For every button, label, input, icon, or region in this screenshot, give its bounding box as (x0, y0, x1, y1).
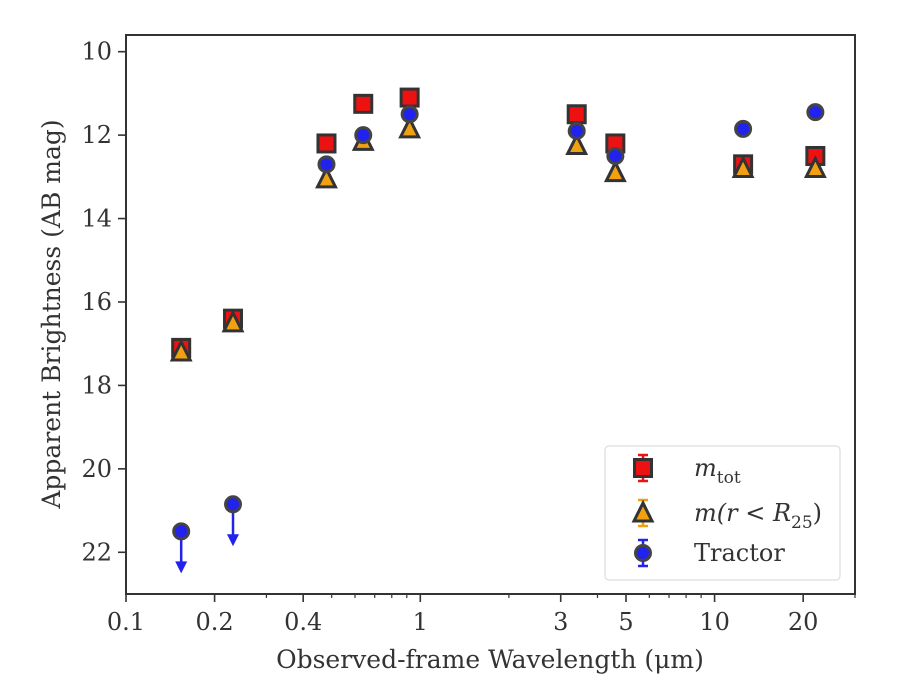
legend: mtot m(r < R25) Tractor (604, 445, 841, 581)
legend-marker-square (633, 458, 653, 478)
marker-triangle (315, 165, 338, 189)
x-tick-label: 3 (553, 608, 568, 636)
legend-label: m(r < R25) (694, 499, 822, 533)
x-tick-label: 0.2 (196, 608, 234, 636)
y-tick-label: 14 (81, 205, 112, 233)
legend-marker-triangle (631, 499, 655, 523)
marker-circle (606, 146, 625, 165)
axis-ticks: 0.1 0.2 0.4 1 3 5 10 20 10 12 14 16 18 20 22 (81, 38, 856, 636)
marker-circle (317, 155, 336, 174)
marker-square (566, 104, 587, 125)
marker-square (316, 133, 337, 154)
marker-triangle (221, 309, 245, 333)
marker-triangle (731, 155, 755, 178)
marker-circle (172, 522, 191, 541)
marker-triangle (398, 115, 422, 139)
marker-circle (806, 103, 825, 122)
marker-circle (354, 126, 373, 145)
marker-circle (224, 495, 243, 514)
legend-box (604, 445, 841, 581)
y-tick-label: 18 (81, 371, 112, 399)
data-markers (169, 87, 827, 574)
marker-circle (400, 105, 419, 124)
y-tick-label: 12 (81, 121, 112, 149)
y-tick-label: 20 (81, 455, 112, 483)
marker-triangle (565, 132, 589, 156)
marker-circle (734, 119, 753, 138)
x-tick-label: 5 (618, 608, 633, 636)
y-tick-label: 10 (81, 38, 112, 66)
x-tick-label: 20 (788, 608, 819, 636)
marker-triangle (169, 338, 193, 362)
upper-limit-head (227, 534, 240, 547)
marker-triangle (803, 155, 827, 178)
upper-limit-head (175, 561, 188, 574)
y-axis-title: Apparent Brightness (AB mag) (37, 119, 66, 509)
legend-label: mtot (694, 454, 741, 488)
marker-circle (567, 121, 586, 140)
marker-square (399, 87, 420, 108)
plot-frame (125, 34, 856, 595)
marker-square (353, 93, 374, 114)
y-tick-label: 16 (81, 288, 112, 316)
marker-triangle (603, 159, 627, 183)
x-tick-label: 1 (413, 608, 428, 636)
x-axis-title: Observed-frame Wavelength (μm) (276, 645, 704, 674)
legend-marker-circle (634, 544, 652, 562)
x-tick-label: 10 (699, 608, 730, 636)
x-tick-label: 0.4 (284, 608, 322, 636)
x-tick-label: 0.1 (107, 608, 145, 636)
y-tick-label: 22 (81, 538, 112, 566)
legend-label: Tractor (694, 539, 785, 567)
